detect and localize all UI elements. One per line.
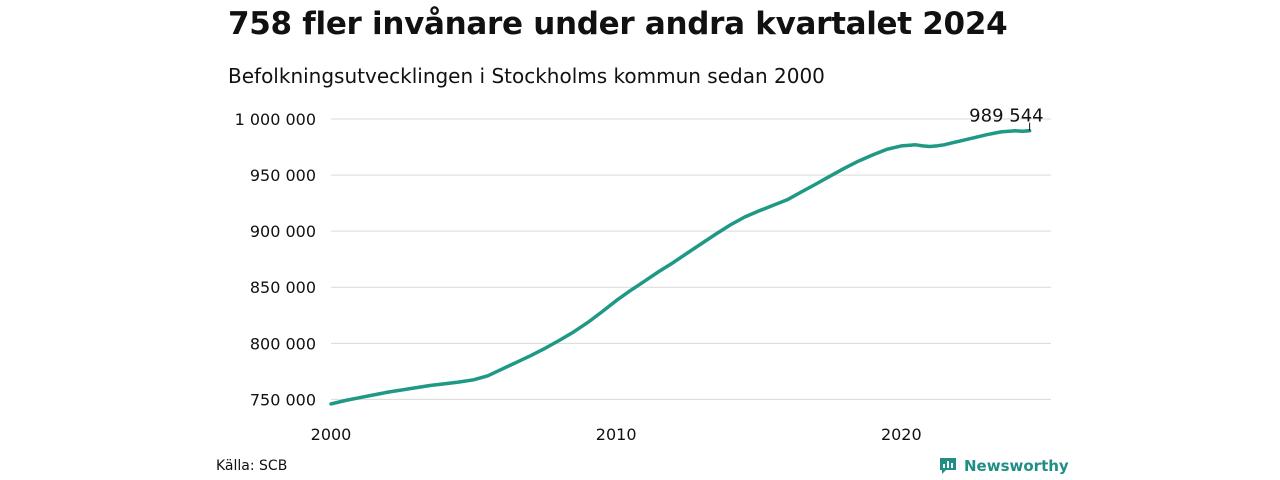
brand-logo: Newsworthy [938,456,1069,476]
y-tick-label: 800 000 [250,334,316,353]
series-layer [329,128,1032,406]
y-tick-label: 950 000 [250,166,316,185]
x-tick-label: 2020 [881,425,922,444]
chart-subtitle: Befolkningsutvecklingen i Stockholms kom… [228,64,825,88]
x-tick-label: 2000 [311,425,352,444]
y-tick-label: 750 000 [250,390,316,409]
source-note: Källa: SCB [216,458,288,474]
bar-chart-icon [940,458,956,474]
x-tick-label: 2010 [596,425,637,444]
end-value-label: 989 544 [969,106,1043,127]
chart-title: 758 fler invånare under andra kvartalet … [228,6,1008,42]
grid-lines [331,118,1051,400]
y-axis-tick-labels: 750 000 800 000 850 000 900 000 950 000 1 000… [235,110,316,409]
y-tick-label: 900 000 [250,222,316,241]
series-line-population [329,128,1032,406]
x-axis-tick-labels: 2000 2010 2020 [311,425,922,444]
y-tick-label: 1 000 000 [235,110,316,129]
y-tick-label: 850 000 [250,278,316,297]
annotation-layer: 989 544 [969,106,1044,131]
brand-name: Newsworthy [964,457,1069,475]
